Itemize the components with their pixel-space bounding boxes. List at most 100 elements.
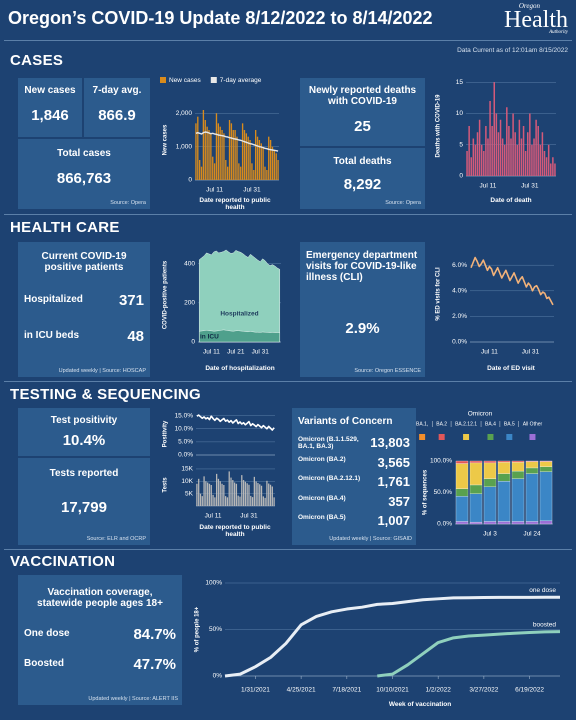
kpi-label: Total cases [57, 148, 111, 159]
bar [251, 163, 253, 180]
bar [217, 123, 220, 180]
row-label: Omicron (BA.2) [298, 455, 346, 463]
bar-segment [455, 521, 469, 525]
bar-segment [497, 462, 511, 474]
bar-segment [525, 460, 539, 462]
bar [251, 497, 254, 506]
section-heading: CASES [10, 52, 64, 69]
bar [228, 471, 230, 506]
legend-label: BA.1, [416, 421, 428, 427]
bar-segment [525, 461, 539, 469]
bar [254, 130, 257, 180]
bar [503, 144, 506, 176]
bar [214, 497, 216, 506]
bar [518, 119, 521, 176]
bar [260, 485, 263, 506]
line-label: one dose [529, 587, 556, 594]
bar [212, 494, 214, 506]
kpi-tile: Test positivity 10.4% [18, 408, 150, 456]
bar [497, 132, 500, 176]
kpi-tile: New cases 1,846 [18, 78, 82, 137]
legend-swatch [506, 434, 513, 440]
bar [230, 123, 233, 180]
bar [242, 480, 245, 506]
bar [514, 132, 516, 176]
bar [221, 130, 223, 180]
bar [266, 170, 268, 180]
kpi-value: 17,799 [61, 499, 107, 516]
x-axis-title: Date reported to public health [199, 524, 271, 538]
bar [217, 478, 220, 506]
legend-swatch [160, 77, 166, 83]
x-tick-label: Jul 31 [252, 349, 270, 356]
kpi-value: 10.4% [62, 432, 106, 449]
table-title: Variants of Concern [298, 416, 393, 427]
bar [476, 132, 479, 176]
legend-label: New cases [169, 77, 202, 84]
bar [245, 133, 248, 180]
x-tick-label: Jul 31 [522, 349, 540, 356]
bar [269, 484, 272, 506]
legend-label: BA.5 [504, 421, 515, 427]
bar [489, 101, 491, 176]
bar [226, 497, 229, 506]
bar [201, 496, 203, 506]
bar [493, 82, 496, 176]
bar [216, 473, 218, 506]
y-axis-title: Positivity [163, 420, 169, 447]
bar-segment [469, 460, 483, 464]
bar [203, 476, 205, 506]
bar [226, 166, 229, 180]
x-tick-label: 3/27/2022 [469, 687, 498, 694]
kpi-value: 25 [354, 118, 371, 135]
kpi-tile: Emergency department visits for COVID-19… [300, 242, 425, 377]
bar-segment [497, 521, 511, 525]
bar [262, 496, 264, 506]
y-tick-label: 0.0% [452, 339, 467, 346]
bar [246, 483, 248, 506]
kpi-value: 84.7% [133, 626, 176, 643]
bar [480, 144, 483, 176]
x-tick-label: Jul 31 [243, 187, 261, 194]
bar [483, 151, 485, 176]
bar [233, 482, 236, 506]
bar [247, 136, 249, 180]
row-label: Omicron (BA.5) [298, 514, 346, 521]
kpi-value: 371 [118, 292, 144, 309]
y-tick-label: 100.0% [430, 458, 452, 465]
kpi-value: 2.9% [345, 320, 380, 337]
bar-segment [483, 521, 497, 525]
kpi-value: 866.9 [98, 107, 136, 124]
y-tick-label: 1,000 [176, 143, 193, 150]
area [199, 249, 280, 343]
bar [506, 107, 508, 176]
bar [491, 126, 493, 176]
bar [524, 151, 527, 176]
x-tick-label: Jul 11 [480, 183, 497, 190]
kpi-label: Boosted [24, 658, 64, 669]
chart: 0.0% 2.0% 4.0% 6.0% % ED visits for CLI Jul 1… [436, 256, 554, 356]
kpi-label: New cases [24, 85, 76, 96]
bar [215, 113, 218, 180]
bar [269, 140, 272, 180]
legend-label: BA.4 [485, 421, 496, 427]
bar [236, 136, 238, 180]
separator [4, 214, 572, 215]
bar [259, 484, 261, 506]
y-tick-label: 0 [191, 339, 195, 346]
y-axis-title: % of people 18+ [195, 606, 201, 652]
x-tick-label: 1/2/2022 [426, 687, 452, 694]
bar [230, 477, 232, 506]
line-label: boosted [533, 621, 557, 628]
x-tick-label: Jul 11 [203, 349, 220, 356]
logo-bottom: Authority [549, 30, 568, 35]
y-tick-label: 10 [456, 110, 464, 117]
bar-segment [455, 460, 469, 464]
bar-segment [511, 521, 525, 525]
bar [543, 151, 546, 176]
source: Updated weekly | Source: HOSCAP [58, 368, 146, 374]
chart: 5K 10K 15K Tests Jul 11 Jul 31 [163, 466, 275, 520]
y-tick-label: 0 [459, 173, 463, 180]
bar [539, 144, 542, 176]
legend-swatch [463, 434, 470, 440]
